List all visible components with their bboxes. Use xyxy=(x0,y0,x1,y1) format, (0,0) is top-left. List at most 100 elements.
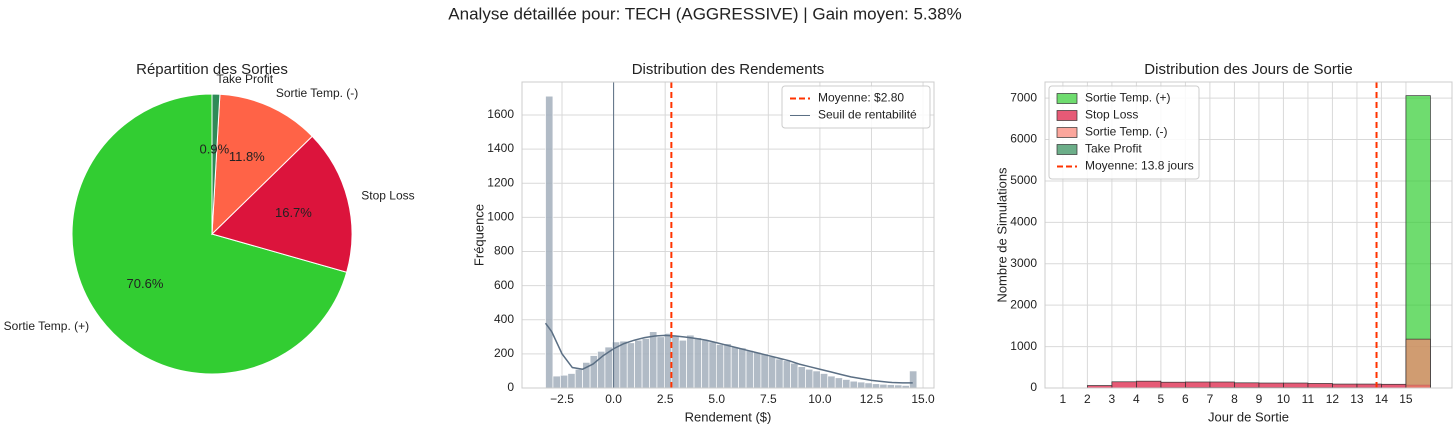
bar xyxy=(886,384,895,389)
legend-swatch xyxy=(1056,110,1078,121)
bar xyxy=(812,370,821,389)
bar xyxy=(909,370,918,389)
bar xyxy=(871,383,881,389)
slice-label: Take Profit xyxy=(216,72,273,86)
pie-slice xyxy=(211,93,313,236)
y-tick-label: 800 xyxy=(494,244,514,258)
x-tick-label: 8 xyxy=(1231,392,1238,406)
bar xyxy=(664,333,673,389)
legend-swatch xyxy=(1056,127,1078,138)
bar xyxy=(723,343,732,389)
legend-label: Moyenne: $2.80 xyxy=(818,91,904,105)
legend-label: Take Profit xyxy=(1085,142,1142,156)
bar xyxy=(671,335,680,389)
y-axis-label: Fréquence xyxy=(471,204,486,266)
legend-swatch xyxy=(1056,144,1078,155)
pct-label: 0.9% xyxy=(200,141,230,156)
y-axis-label: Nombre de Simulations xyxy=(994,167,1009,303)
y-tick-label: 1000 xyxy=(487,210,514,224)
y-tick-label: 600 xyxy=(494,278,514,292)
y-tick-label: 7000 xyxy=(1010,90,1037,104)
y-tick-label: 2000 xyxy=(1010,297,1037,311)
x-tick-label: 15.0 xyxy=(911,392,935,406)
y-tick-label: 0 xyxy=(1030,380,1037,394)
bar xyxy=(619,340,628,389)
bar xyxy=(686,334,695,389)
bar xyxy=(1405,338,1431,389)
y-tick-label: 1400 xyxy=(487,141,514,155)
bar xyxy=(649,331,658,389)
x-tick-label: 15 xyxy=(1399,392,1413,406)
bar xyxy=(819,373,829,389)
x-axis-label: Jour de Sortie xyxy=(1208,409,1289,424)
figure-title: Analyse détaillée pour: TECH (AGGRESSIVE… xyxy=(448,4,961,23)
slice-label: Stop Loss xyxy=(361,188,414,202)
x-tick-label: 0.0 xyxy=(605,392,622,406)
bar xyxy=(864,382,873,389)
legend-box xyxy=(1048,85,1200,180)
bar xyxy=(849,380,858,389)
kde-line xyxy=(544,322,913,384)
bar xyxy=(1283,382,1309,389)
bar xyxy=(1160,381,1186,389)
bar xyxy=(857,381,866,389)
chart-title: Distribution des Rendements xyxy=(632,61,825,78)
plot-frame xyxy=(521,81,935,389)
bar xyxy=(1111,381,1137,389)
bar xyxy=(842,379,851,389)
x-tick-label: 6 xyxy=(1182,392,1189,406)
bar xyxy=(626,342,635,389)
legend-label: Sortie Temp. (-) xyxy=(1085,125,1167,139)
pie-slice xyxy=(71,93,348,375)
pct-label: 16.7% xyxy=(275,205,312,220)
y-tick-label: 1600 xyxy=(487,107,514,121)
bar xyxy=(567,373,576,389)
x-tick-label: 11 xyxy=(1302,392,1315,406)
bar xyxy=(797,366,806,389)
bar xyxy=(708,341,717,389)
x-tick-label: 5.0 xyxy=(708,392,725,406)
legend-label: Seuil de rentabilité xyxy=(818,108,917,122)
bar xyxy=(715,344,725,389)
y-tick-label: 0 xyxy=(507,380,514,394)
y-tick-label: 400 xyxy=(494,312,514,326)
bar xyxy=(1136,380,1162,389)
bar xyxy=(879,383,888,389)
y-tick-label: 200 xyxy=(494,346,514,360)
legend-label: Moyenne: 13.8 jours xyxy=(1085,159,1194,173)
bar xyxy=(560,374,569,389)
legend-box xyxy=(781,85,931,129)
pie-slice xyxy=(211,135,353,273)
x-tick-label: 12.5 xyxy=(860,392,884,406)
bar xyxy=(656,336,665,389)
bar xyxy=(775,358,784,389)
bar xyxy=(634,339,643,389)
x-tick-label: 1 xyxy=(1060,392,1067,406)
x-tick-label: 7.5 xyxy=(760,392,777,406)
chart-title: Répartition des Sorties xyxy=(136,61,288,78)
y-tick-label: 1000 xyxy=(1010,339,1037,353)
x-tick-label: 4 xyxy=(1133,392,1140,406)
y-tick-label: 5000 xyxy=(1010,173,1037,187)
bar xyxy=(745,350,754,389)
x-tick-label: 2 xyxy=(1084,392,1091,406)
bar xyxy=(641,338,650,389)
bar xyxy=(545,95,554,389)
bar xyxy=(738,347,747,389)
bar xyxy=(782,360,791,389)
bar xyxy=(701,339,710,389)
bar xyxy=(678,339,687,389)
bar xyxy=(1381,383,1407,389)
x-tick-label: 3 xyxy=(1109,392,1116,406)
bar xyxy=(790,362,799,389)
bar xyxy=(834,377,843,389)
x-tick-label: 5 xyxy=(1158,392,1165,406)
y-tick-label: 1200 xyxy=(487,175,514,189)
y-tick-label: 3000 xyxy=(1010,256,1037,270)
legend-swatch xyxy=(1056,93,1078,104)
x-tick-label: 7 xyxy=(1207,392,1214,406)
chart-title: Distribution des Jours de Sortie xyxy=(1144,61,1352,78)
bar xyxy=(1185,381,1211,389)
x-tick-label: 14 xyxy=(1375,392,1389,406)
